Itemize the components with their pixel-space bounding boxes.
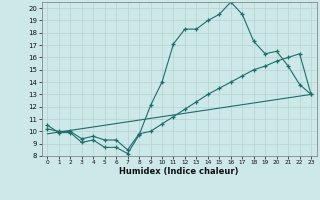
X-axis label: Humidex (Indice chaleur): Humidex (Indice chaleur) — [119, 167, 239, 176]
